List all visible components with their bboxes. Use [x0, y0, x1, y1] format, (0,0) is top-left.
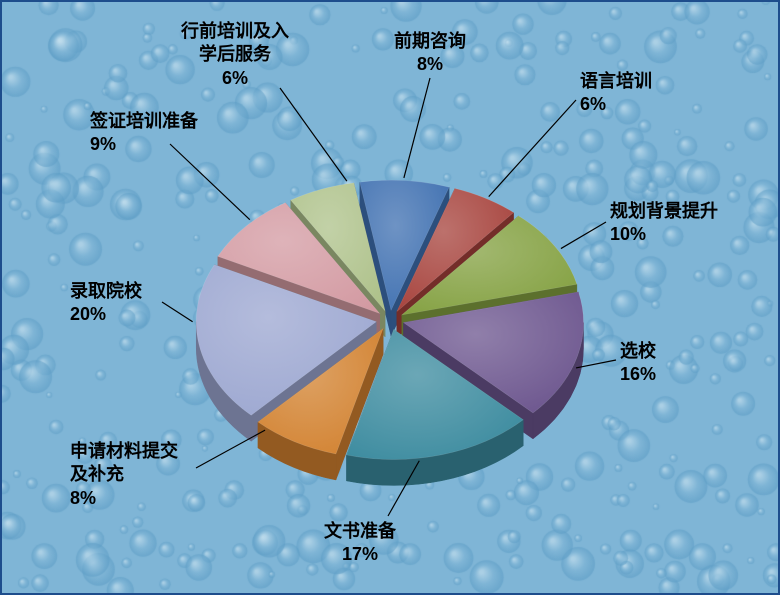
slice-label: 录取院校20%	[70, 280, 142, 327]
slice-label-text: 前期咨询	[394, 30, 466, 53]
slice-label-text: 申请材料提交及补充	[70, 440, 178, 487]
slice-label-text: 录取院校	[70, 280, 142, 303]
leader-line	[162, 302, 193, 322]
slice-label-percent: 9%	[90, 133, 198, 156]
slice-label-text: 选校	[620, 340, 656, 363]
slice-label-text: 行前培训及入学后服务	[181, 20, 289, 67]
slice-label-percent: 6%	[580, 93, 652, 116]
slice-label: 申请材料提交及补充8%	[70, 440, 178, 510]
leader-line	[196, 430, 265, 468]
slice-label-percent: 16%	[620, 363, 656, 386]
slice-label-percent: 17%	[324, 543, 396, 566]
slice-label: 签证培训准备9%	[90, 110, 198, 157]
leader-line	[404, 78, 430, 178]
slice-label: 行前培训及入学后服务6%	[181, 20, 289, 90]
slice-label-text: 语言培训	[580, 70, 652, 93]
chart-container: 前期咨询8%语言培训6%规划背景提升10%选校16%文书准备17%申请材料提交及…	[0, 0, 780, 595]
slice-label-percent: 8%	[70, 487, 178, 510]
slice-label-text: 签证培训准备	[90, 110, 198, 133]
leader-line	[561, 222, 606, 249]
slice-label-percent: 8%	[394, 53, 466, 76]
leader-line	[489, 100, 576, 197]
slice-label: 前期咨询8%	[394, 30, 466, 77]
leader-line	[280, 88, 347, 181]
slice-label: 选校16%	[620, 340, 656, 387]
slice-label: 语言培训6%	[580, 70, 652, 117]
slice-label-percent: 6%	[181, 67, 289, 90]
slice-label-text: 规划背景提升	[610, 200, 718, 223]
slice-label-percent: 10%	[610, 223, 718, 246]
slice-label-text: 文书准备	[324, 520, 396, 543]
slice-label-percent: 20%	[70, 303, 142, 326]
slice-label: 规划背景提升10%	[610, 200, 718, 247]
slice-label: 文书准备17%	[324, 520, 396, 567]
